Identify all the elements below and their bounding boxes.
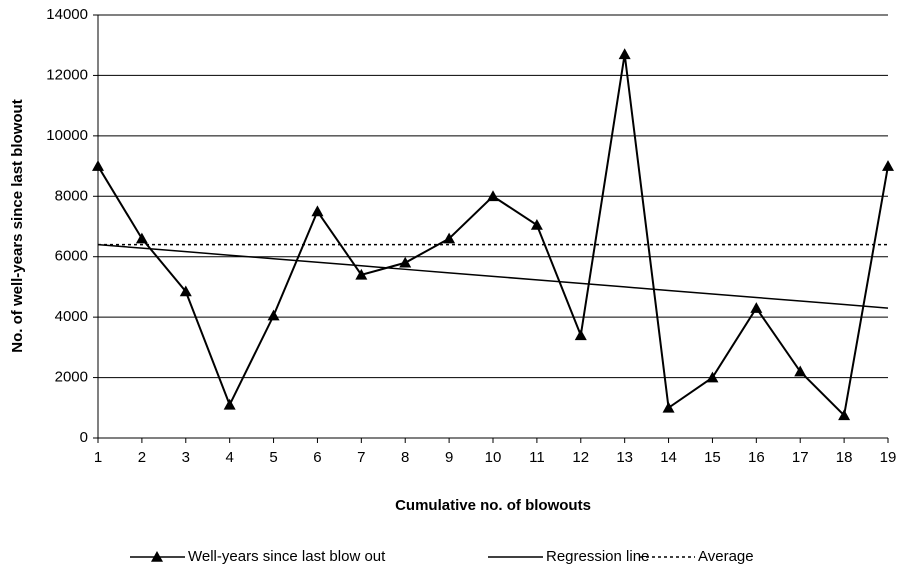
marker (355, 268, 368, 280)
marker (267, 309, 280, 321)
marker (794, 365, 807, 377)
y-tick-label: 10000 (46, 127, 88, 144)
x-tick-label: 12 (572, 449, 589, 466)
y-tick-label: 12000 (46, 66, 88, 83)
y-tick-label: 14000 (46, 6, 88, 23)
x-tick-label: 2 (138, 449, 146, 466)
x-tick-label: 19 (880, 449, 897, 466)
marker (838, 409, 851, 421)
x-tick-label: 15 (704, 449, 721, 466)
x-tick-label: 8 (401, 449, 409, 466)
marker (706, 371, 719, 383)
x-tick-label: 14 (660, 449, 677, 466)
marker (179, 285, 192, 297)
y-tick-label: 8000 (55, 187, 88, 204)
y-tick-label: 6000 (55, 248, 88, 265)
y-tick-label: 0 (80, 429, 88, 446)
x-tick-label: 11 (529, 449, 545, 466)
marker (882, 160, 894, 171)
y-tick-label: 2000 (55, 369, 88, 386)
x-tick-label: 17 (792, 449, 809, 466)
x-tick-label: 18 (836, 449, 853, 466)
x-tick-label: 7 (357, 449, 365, 466)
series-line (97, 54, 889, 418)
marker (92, 160, 104, 171)
legend-label: Well-years since last blow out (188, 548, 386, 565)
x-tick-label: 5 (269, 449, 277, 466)
x-tick-label: 13 (616, 449, 633, 466)
x-tick-label: 9 (445, 449, 453, 466)
y-axis-title: No. of well-years since last blowout (9, 99, 26, 352)
y-tick-label: 4000 (55, 308, 88, 325)
marker (530, 218, 543, 230)
marker (618, 48, 631, 60)
x-tick-label: 3 (182, 449, 190, 466)
series-line (97, 243, 889, 309)
marker (311, 205, 324, 217)
x-tick-label: 10 (485, 449, 502, 466)
legend-marker (151, 551, 163, 562)
marker (662, 401, 675, 413)
x-tick-label: 4 (225, 449, 233, 466)
marker (135, 232, 148, 244)
marker (487, 190, 499, 202)
legend-label: Regression line (546, 548, 649, 565)
x-tick-label: 6 (313, 449, 321, 466)
legend-label: Average (698, 548, 754, 565)
marker (574, 329, 587, 341)
x-tick-label: 16 (748, 449, 765, 466)
x-tick-label: 1 (94, 449, 102, 466)
marker (399, 256, 412, 268)
marker (750, 302, 763, 313)
x-axis-title: Cumulative no. of blowouts (395, 497, 591, 514)
marker (223, 398, 236, 410)
marker (443, 232, 456, 244)
